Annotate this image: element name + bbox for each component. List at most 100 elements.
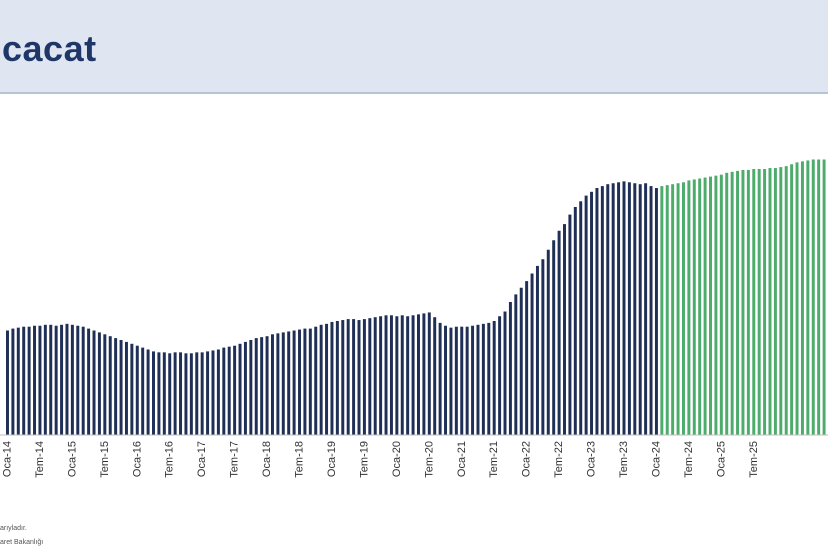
bar-forecast-8 — [703, 177, 707, 436]
bar-actual-114 — [622, 181, 626, 435]
bar-forecast-5 — [687, 180, 691, 435]
footnote-1: arıyladır. — [0, 525, 27, 532]
bar-actual-12 — [70, 324, 74, 435]
bar-forecast-3 — [676, 183, 680, 435]
bar-actual-43 — [238, 343, 242, 435]
x-tick-label: Tem-23 — [618, 441, 630, 478]
bar-actual-93 — [508, 302, 512, 435]
bar-actual-77 — [422, 313, 426, 435]
bar-forecast-12 — [725, 172, 729, 436]
bar-forecast-0 — [660, 186, 664, 435]
bar-actual-117 — [638, 184, 642, 435]
bar-actual-35 — [195, 352, 199, 435]
bar-actual-50 — [276, 333, 280, 435]
bar-actual-51 — [281, 332, 285, 435]
bar-actual-75 — [411, 315, 415, 435]
bar-actual-113 — [617, 182, 621, 435]
bar-actual-91 — [498, 316, 502, 435]
bar-forecast-24 — [790, 164, 794, 435]
bar-actual-3 — [22, 326, 26, 435]
bar-actual-32 — [179, 352, 183, 435]
bar-forecast-9 — [709, 176, 712, 435]
bar-actual-116 — [633, 183, 637, 435]
bar-actual-4 — [27, 326, 31, 435]
bar-forecast-2 — [671, 184, 675, 435]
bar-actual-53 — [292, 330, 296, 435]
x-tick-label: Oca-17 — [196, 441, 208, 477]
bar-actual-102 — [557, 230, 561, 435]
bar-actual-56 — [308, 328, 312, 435]
bar-actual-112 — [611, 183, 615, 435]
x-tick-label: Tem-16 — [164, 441, 176, 478]
bar-actual-39 — [216, 349, 220, 435]
bar-actual-115 — [627, 182, 631, 435]
bar-forecast-23 — [784, 166, 788, 435]
bar-actual-17 — [97, 332, 101, 435]
bar-actual-44 — [243, 341, 247, 435]
bar-forecast-19 — [763, 169, 767, 435]
bar-actual-82 — [449, 327, 453, 435]
bar-actual-97 — [530, 273, 534, 435]
bar-actual-10 — [60, 324, 64, 435]
bar-actual-72 — [395, 316, 399, 435]
bar-actual-110 — [600, 186, 604, 435]
bar-actual-5 — [33, 325, 37, 435]
x-tick-label: Oca-25 — [715, 441, 727, 477]
bar-actual-45 — [249, 340, 253, 435]
bar-actual-38 — [211, 350, 215, 435]
x-tick-label: Tem-21 — [488, 441, 500, 478]
bar-actual-25 — [141, 347, 145, 435]
bar-forecast-4 — [681, 182, 685, 435]
bar-forecast-13 — [730, 171, 734, 435]
bar-forecast-15 — [741, 169, 745, 435]
bar-actual-0 — [6, 330, 9, 435]
bar-forecast-17 — [752, 169, 756, 435]
bar-forecast-21 — [773, 168, 777, 436]
x-tick-label: Oca-22 — [521, 441, 533, 477]
bar-actual-70 — [384, 315, 388, 435]
bar-actual-58 — [319, 324, 323, 435]
bar-actual-42 — [233, 345, 237, 435]
bar-actual-1 — [11, 328, 15, 435]
bar-actual-84 — [460, 326, 464, 435]
x-tick-label: Tem-15 — [99, 441, 111, 478]
bar-actual-19 — [108, 336, 112, 435]
bar-actual-23 — [130, 343, 134, 435]
bar-actual-13 — [76, 325, 80, 435]
bar-actual-78 — [427, 312, 431, 435]
bar-actual-48 — [265, 336, 269, 435]
bar-actual-34 — [189, 353, 193, 435]
x-tick-label: Tem-20 — [423, 441, 435, 478]
bar-actual-27 — [152, 351, 155, 435]
bar-actual-101 — [552, 240, 556, 435]
bar-actual-105 — [573, 207, 577, 435]
bar-actual-109 — [595, 188, 599, 435]
x-tick-label: Oca-21 — [456, 441, 468, 477]
bar-actual-47 — [260, 337, 264, 435]
bar-actual-41 — [227, 346, 231, 435]
bar-actual-62 — [341, 320, 345, 435]
bar-forecast-18 — [757, 169, 761, 435]
bar-actual-83 — [454, 326, 458, 435]
bar-forecast-10 — [714, 175, 718, 435]
bar-actual-88 — [481, 323, 485, 435]
bar-actual-61 — [335, 321, 339, 435]
bar-actual-49 — [270, 334, 274, 435]
bar-actual-118 — [644, 183, 648, 435]
bar-actual-11 — [65, 323, 69, 435]
bar-forecast-30 — [822, 159, 826, 435]
bar-actual-76 — [417, 314, 420, 435]
x-tick-label: Oca-15 — [66, 441, 78, 477]
bar-actual-57 — [314, 326, 318, 435]
bar-actual-33 — [184, 353, 188, 435]
bar-actual-74 — [406, 316, 410, 435]
slide-title: cacat — [2, 28, 97, 69]
bar-actual-73 — [400, 315, 404, 435]
bar-actual-67 — [368, 318, 372, 435]
bar-actual-104 — [568, 214, 572, 435]
bar-forecast-14 — [736, 170, 740, 435]
bar-actual-99 — [541, 259, 545, 435]
x-tick-label: Oca-14 — [1, 441, 13, 477]
x-tick-label: Tem-25 — [748, 441, 760, 478]
bar-forecast-16 — [746, 169, 750, 435]
